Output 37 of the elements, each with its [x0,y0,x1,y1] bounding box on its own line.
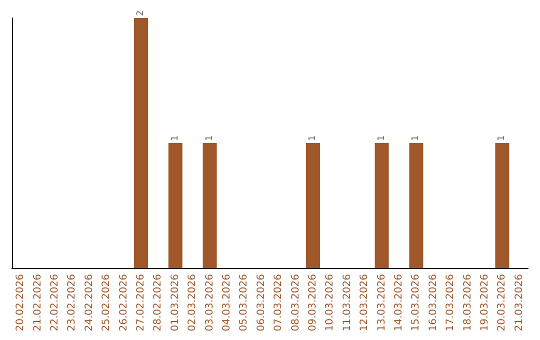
x-tick-label: 17.03.2026 [445,274,456,332]
x-tick-label: 21.03.2026 [514,274,525,332]
x-tick-label: 13.03.2026 [376,274,388,332]
x-tick-label: 09.03.2026 [308,274,318,332]
x-tick-label: 10.03.2026 [324,274,336,332]
x-tick-label: 27.02.2026 [136,274,146,332]
x-tick-label: 08.03.2026 [290,274,302,332]
x-tick-label: 01.03.2026 [170,274,181,332]
x-tick-label: 25.02.2026 [101,274,112,332]
data-label: 1 [308,135,318,141]
x-tick-label: 22.02.2026 [50,274,60,332]
x-tick-label: 28.02.2026 [152,274,164,332]
x-tick-label: 20.03.2026 [496,274,508,332]
x-tick-label: 21.02.2026 [32,274,44,332]
data-label: 1 [376,135,387,141]
x-tick-label: 19.03.2026 [480,274,490,332]
x-tick-label: 07.03.2026 [273,274,284,332]
data-label: 1 [204,135,215,141]
x-tick-label: 24.02.2026 [84,274,95,332]
x-tick-label: 12.03.2026 [359,274,370,332]
x-tick-label: 26.02.2026 [118,274,130,332]
x-tick-label: 11.03.2026 [342,274,353,332]
data-label: 2 [136,10,146,16]
x-tick-label: 16.03.2026 [428,274,439,332]
x-tick-label: 14.03.2026 [394,274,404,332]
x-tick-label: 15.03.2026 [410,274,422,332]
x-tick-label: 05.03.2026 [238,274,250,332]
x-tick-label: 18.03.2026 [462,274,474,332]
x-tick-label: 02.03.2026 [187,274,198,332]
x-tick-label: 06.03.2026 [256,274,267,332]
x-tick-label: 04.03.2026 [222,274,232,332]
x-tick-label: 03.03.2026 [204,274,216,332]
data-label: 1 [411,135,422,141]
data-label: 1 [170,135,180,141]
x-tick-label: 20.02.2026 [15,274,26,332]
x-tick-label: 23.02.2026 [66,274,78,332]
data-label: 1 [497,135,508,141]
